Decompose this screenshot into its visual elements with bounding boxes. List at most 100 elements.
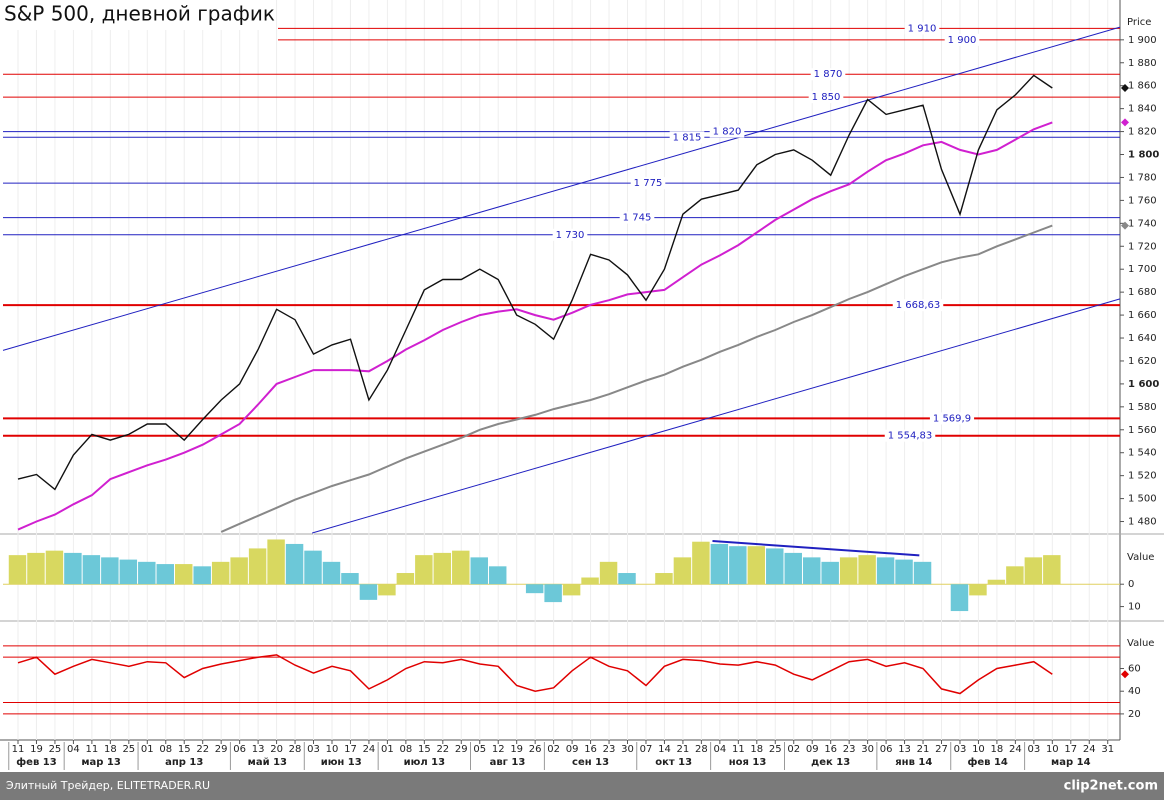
footer-source: Элитный Трейдер, ELITETRADER.RU — [6, 779, 210, 792]
level-label: 1 900 — [948, 35, 977, 46]
histogram-bar — [452, 550, 470, 585]
x-tick-label: 23 — [603, 744, 616, 755]
x-tick-label: 08 — [159, 744, 172, 755]
x-tick-label: 03 — [954, 744, 967, 755]
y-tick-label: 1 900 — [1128, 35, 1157, 46]
y-tick-label: 1 640 — [1128, 333, 1157, 344]
histogram-bar — [784, 552, 802, 585]
histogram-bar — [599, 561, 618, 585]
y-tick-label: 1 480 — [1128, 517, 1157, 528]
histogram-bar — [802, 557, 821, 585]
x-tick-label: 06 — [880, 744, 893, 755]
histogram-bar — [27, 552, 45, 585]
y-tick-label: 1 500 — [1128, 494, 1157, 505]
month-label: июн 13 — [321, 757, 362, 768]
y-tick-label: 1 600 — [1128, 379, 1159, 390]
x-tick-label: 15 — [178, 744, 191, 755]
x-tick-label: 01 — [141, 744, 154, 755]
last-value-marker — [1121, 118, 1129, 127]
histogram-bar — [525, 584, 544, 594]
y-tick-label: 1 860 — [1128, 81, 1157, 92]
y-tick-label: 1 720 — [1128, 241, 1157, 252]
histogram-bar — [876, 557, 895, 585]
level-label: 1 745 — [623, 213, 652, 224]
x-tick-label: 29 — [215, 744, 228, 755]
level-label-background — [552, 228, 588, 241]
series-line — [17, 74, 1053, 491]
histogram-bar — [45, 550, 64, 585]
month-label: июл 13 — [404, 757, 445, 768]
title-background — [0, 0, 275, 30]
axis-label: Value — [1127, 552, 1154, 563]
x-tick-label: 16 — [584, 744, 597, 755]
histogram-bar — [987, 579, 1006, 585]
histogram-bar — [82, 555, 101, 585]
level-label-background — [929, 412, 975, 425]
level-label: 1 870 — [814, 69, 843, 80]
histogram-bar — [341, 573, 359, 585]
y-tick-label: 1 880 — [1128, 58, 1157, 69]
level-label: 1 815 — [673, 132, 702, 143]
histogram-bar — [230, 557, 248, 585]
level-label: 1 554,83 — [888, 431, 933, 442]
histogram-bar — [692, 541, 710, 585]
x-tick-label: 17 — [344, 744, 357, 755]
x-tick-label: 13 — [898, 744, 911, 755]
x-tick-label: 11 — [732, 744, 745, 755]
month-label: дек 13 — [811, 757, 850, 768]
level-label-background — [884, 429, 936, 442]
histogram-bar — [950, 584, 969, 612]
histogram-bar — [433, 552, 452, 585]
chart-title: S&P 500, дневной график — [4, 2, 275, 26]
x-tick-label: 18 — [991, 744, 1004, 755]
histogram-bar — [969, 584, 987, 596]
x-tick-label: 12 — [492, 744, 505, 755]
level-label-background — [619, 211, 655, 224]
histogram-bar — [101, 557, 119, 585]
x-tick-label: 03 — [307, 744, 320, 755]
histogram-bar — [138, 561, 156, 585]
histogram-bar — [396, 573, 415, 585]
histogram-bar — [655, 573, 673, 585]
x-tick-label: 06 — [233, 744, 246, 755]
histogram-bar — [766, 548, 784, 585]
x-tick-label: 02 — [547, 744, 560, 755]
x-tick-label: 04 — [713, 744, 726, 755]
histogram-bar — [470, 557, 488, 585]
x-tick-label: 02 — [787, 744, 800, 755]
x-tick-label: 07 — [640, 744, 653, 755]
histogram-bar — [1043, 555, 1061, 585]
series-line — [220, 224, 1053, 533]
histogram-bar — [285, 543, 304, 585]
histogram-bar — [673, 557, 692, 585]
x-tick-label: 11 — [12, 744, 25, 755]
x-tick-label: 25 — [122, 744, 135, 755]
x-tick-label: 13 — [252, 744, 265, 755]
histogram-bar — [267, 539, 285, 585]
y-tick-label: 1 800 — [1128, 150, 1159, 161]
histogram-bar — [839, 557, 858, 585]
level-label: 1 668,63 — [896, 300, 941, 311]
x-tick-label: 04 — [67, 744, 80, 755]
trend-line — [2, 26, 1121, 351]
y-tick-label: 1 760 — [1128, 195, 1157, 206]
month-label: янв 14 — [895, 757, 932, 768]
y-tick-label: 40 — [1128, 686, 1141, 697]
divergence-line — [712, 540, 920, 557]
x-tick-label: 29 — [455, 744, 468, 755]
x-tick-label: 23 — [843, 744, 856, 755]
x-tick-label: 17 — [1064, 744, 1077, 755]
histogram-bar — [174, 564, 193, 585]
y-tick-label: 1 560 — [1128, 425, 1157, 436]
histogram-bar — [359, 584, 378, 600]
level-label: 1 820 — [713, 127, 742, 138]
level-label-background — [709, 125, 745, 138]
month-label: мар 13 — [81, 757, 121, 768]
x-tick-label: 28 — [695, 744, 708, 755]
histogram-bar — [248, 548, 267, 585]
histogram-bar — [193, 566, 211, 585]
y-tick-label: 1 620 — [1128, 356, 1157, 367]
histogram-bar — [710, 543, 729, 585]
